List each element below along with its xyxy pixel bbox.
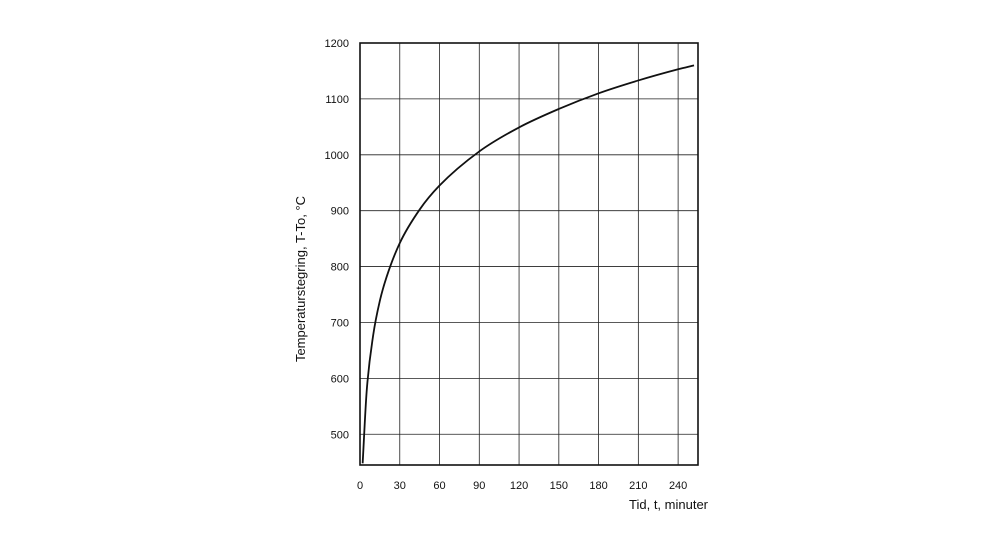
x-tick-label: 210 xyxy=(629,480,647,492)
x-tick-label: 180 xyxy=(589,480,607,492)
series-group xyxy=(361,64,695,464)
x-tick-label: 240 xyxy=(669,480,687,492)
x-tick-label: 30 xyxy=(394,480,406,492)
series-line xyxy=(361,64,695,464)
y-tick-label: 500 xyxy=(331,429,349,441)
y-tick-labels: 500 600 700 800 900 1000 1100 1200 xyxy=(325,38,349,441)
y-tick-label: 600 xyxy=(331,373,349,385)
y-tick-label: 900 xyxy=(331,206,349,218)
y-tick-label: 1100 xyxy=(325,94,349,106)
x-tick-label: 90 xyxy=(473,480,485,492)
y-tick-label: 700 xyxy=(331,317,349,329)
y-axis-title: Temperaturstegring, T-To, °C xyxy=(293,196,308,362)
plot-frame xyxy=(359,42,699,466)
y-tick-label: 1200 xyxy=(325,38,349,50)
x-tick-labels: 0 30 60 90 120 150 180 210 240 xyxy=(357,480,687,492)
x-axis-title: Tid, t, minuter xyxy=(629,497,709,512)
x-tick-label: 120 xyxy=(510,480,528,492)
grid xyxy=(360,43,698,465)
x-tick-label: 150 xyxy=(550,480,568,492)
y-tick-label: 1000 xyxy=(325,150,349,162)
x-tick-label: 0 xyxy=(357,480,363,492)
x-tick-label: 60 xyxy=(433,480,445,492)
y-tick-label: 800 xyxy=(331,262,349,274)
